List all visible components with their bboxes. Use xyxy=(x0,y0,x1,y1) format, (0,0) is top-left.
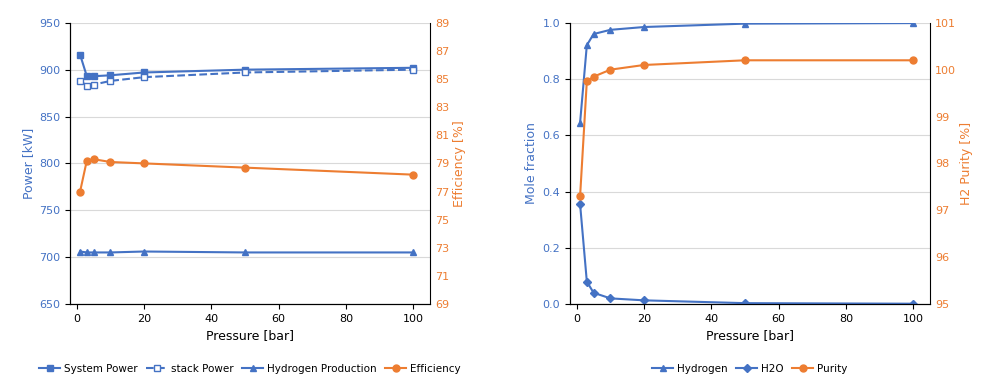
Purity xyxy=(574,194,586,198)
X-axis label: Pressure [bar]: Pressure [bar] xyxy=(706,329,794,342)
System Power xyxy=(81,74,93,79)
H2O xyxy=(604,296,616,301)
Y-axis label: Efficiency [%]: Efficiency [%] xyxy=(453,120,466,207)
H2O xyxy=(574,202,586,206)
stack Power xyxy=(239,70,251,75)
Hydrogen Production xyxy=(88,250,100,255)
Hydrogen xyxy=(739,21,751,26)
System Power xyxy=(74,52,86,57)
Line: H2O: H2O xyxy=(577,201,916,307)
Hydrogen xyxy=(581,43,593,48)
H2O xyxy=(638,298,650,302)
Purity xyxy=(581,79,593,84)
stack Power xyxy=(407,67,419,72)
H2O xyxy=(739,301,751,306)
Hydrogen xyxy=(588,32,600,36)
Y-axis label: Mole fraction: Mole fraction xyxy=(525,122,538,204)
Purity xyxy=(588,74,600,79)
Efficiency xyxy=(88,157,100,162)
Efficiency xyxy=(239,165,251,170)
Y-axis label: Power [kW]: Power [kW] xyxy=(22,128,35,199)
Hydrogen Production xyxy=(81,250,93,255)
Efficiency xyxy=(407,173,419,177)
Hydrogen xyxy=(574,120,586,125)
Purity xyxy=(638,63,650,67)
System Power xyxy=(104,73,116,78)
Line: stack Power: stack Power xyxy=(77,66,417,89)
Efficiency xyxy=(104,160,116,164)
Efficiency xyxy=(138,161,150,166)
Purity xyxy=(604,67,616,72)
System Power xyxy=(407,65,419,70)
Line: Purity: Purity xyxy=(577,57,917,200)
H2O xyxy=(907,301,919,306)
Purity xyxy=(739,58,751,63)
Hydrogen Production xyxy=(138,249,150,254)
stack Power xyxy=(138,75,150,79)
stack Power xyxy=(104,79,116,83)
Line: Efficiency: Efficiency xyxy=(77,156,417,195)
Hydrogen xyxy=(907,21,919,25)
Hydrogen Production xyxy=(239,250,251,255)
System Power xyxy=(138,70,150,75)
H2O xyxy=(581,279,593,284)
Purity xyxy=(907,58,919,63)
stack Power xyxy=(74,79,86,83)
System Power xyxy=(239,67,251,72)
Line: Hydrogen: Hydrogen xyxy=(577,20,917,126)
Hydrogen xyxy=(638,25,650,29)
Hydrogen Production xyxy=(104,250,116,255)
stack Power xyxy=(88,82,100,87)
Line: System Power: System Power xyxy=(77,51,417,80)
Line: Hydrogen Production: Hydrogen Production xyxy=(77,248,417,256)
X-axis label: Pressure [bar]: Pressure [bar] xyxy=(206,329,294,342)
Hydrogen Production xyxy=(407,250,419,255)
Efficiency xyxy=(81,158,93,163)
Hydrogen xyxy=(604,28,616,32)
Legend: Hydrogen, H2O, Purity: Hydrogen, H2O, Purity xyxy=(648,360,852,378)
Hydrogen Production xyxy=(74,249,86,254)
Y-axis label: H2 Purity [%]: H2 Purity [%] xyxy=(960,122,973,205)
H2O xyxy=(588,290,600,295)
Efficiency xyxy=(74,189,86,194)
System Power xyxy=(88,74,100,79)
Legend: System Power, stack Power, Hydrogen Production, Efficiency: System Power, stack Power, Hydrogen Prod… xyxy=(35,360,465,378)
stack Power xyxy=(81,83,93,88)
